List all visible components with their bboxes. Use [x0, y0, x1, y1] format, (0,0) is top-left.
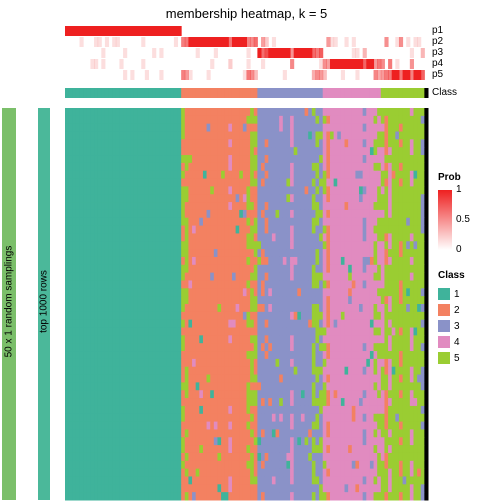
prob-legend-gradient: [438, 190, 452, 250]
prob-tick: 0: [456, 244, 462, 255]
heatmap-figure: membership heatmap, k = 5 50 x 1 random …: [0, 0, 504, 504]
legend-swatch: [438, 352, 450, 364]
row-label-p1: p1: [432, 25, 443, 36]
legend-label: 1: [454, 289, 460, 300]
prob-legend-title: Prob: [438, 172, 461, 183]
class-legend-item-1: 1: [438, 288, 460, 300]
class-legend-title: Class: [438, 270, 465, 281]
sampling-label: 50 x 1 random samplings: [4, 202, 15, 402]
row-label-p4: p4: [432, 58, 443, 69]
class-legend-item-5: 5: [438, 352, 460, 364]
legend-swatch: [438, 304, 450, 316]
legend-swatch: [438, 336, 450, 348]
legend-label: 2: [454, 305, 460, 316]
legend-label: 4: [454, 337, 460, 348]
row-label-p5: p5: [432, 69, 443, 80]
legend-label: 3: [454, 321, 460, 332]
legend-label: 5: [454, 353, 460, 364]
class-legend-item-2: 2: [438, 304, 460, 316]
row-label-p2: p2: [432, 36, 443, 47]
class-legend-item-3: 3: [438, 320, 460, 332]
prob-tick: 0.5: [456, 214, 470, 225]
rows-label: top 1000 rows: [39, 202, 50, 402]
legend-swatch: [438, 288, 450, 300]
class-legend-item-4: 4: [438, 336, 460, 348]
heatmap-svg: [0, 0, 504, 504]
row-label-Class: Class: [432, 87, 457, 98]
row-label-p3: p3: [432, 47, 443, 58]
prob-tick: 1: [456, 184, 462, 195]
legend-swatch: [438, 320, 450, 332]
